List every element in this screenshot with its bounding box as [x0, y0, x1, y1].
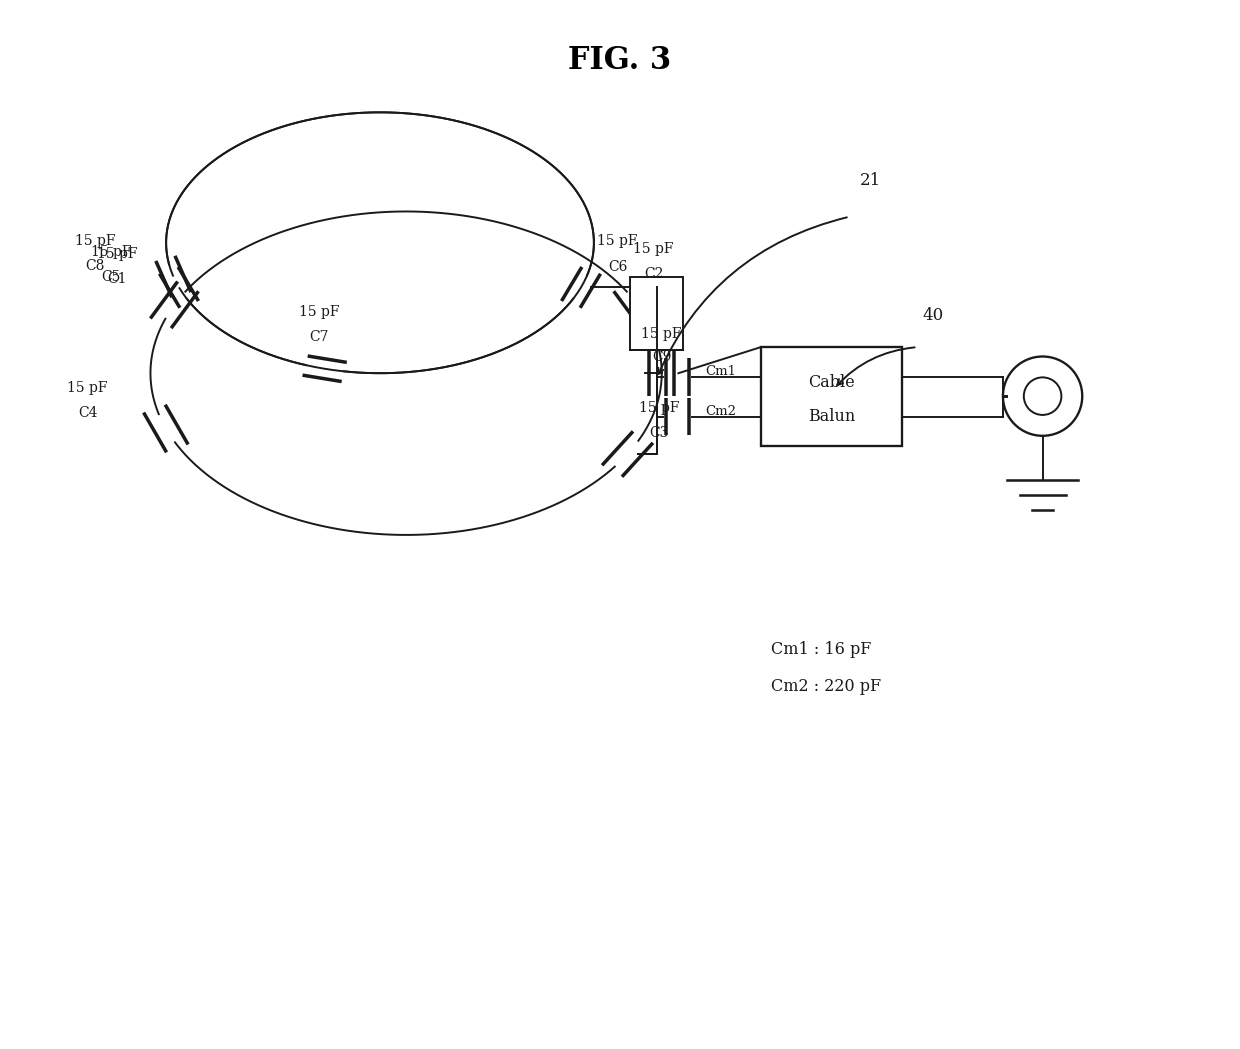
Text: 15 pF: 15 pF	[91, 244, 131, 259]
Text: C8: C8	[86, 259, 105, 273]
Text: C3: C3	[649, 426, 668, 441]
Text: Cm2 : 220 pF: Cm2 : 220 pF	[771, 678, 882, 694]
Text: Cm2: Cm2	[706, 405, 737, 418]
Text: 40: 40	[923, 307, 944, 324]
Bar	[630, 277, 682, 350]
Text: C5: C5	[102, 270, 120, 284]
Text: 15 pF: 15 pF	[639, 401, 680, 415]
Text: C6: C6	[608, 259, 627, 274]
Text: FIG. 3: FIG. 3	[568, 45, 672, 76]
Text: C9: C9	[652, 349, 671, 364]
Text: 15 pF: 15 pF	[299, 305, 340, 319]
Text: 15 pF: 15 pF	[634, 241, 673, 256]
Text: 15 pF: 15 pF	[74, 234, 115, 248]
Text: C2: C2	[644, 266, 663, 280]
Text: Balun: Balun	[807, 408, 854, 425]
Text: 15 pF: 15 pF	[598, 235, 637, 249]
Text: 15 pF: 15 pF	[641, 326, 682, 341]
Text: 15 pF: 15 pF	[97, 247, 138, 261]
Text: 21: 21	[859, 172, 882, 189]
Text: 15 pF: 15 pF	[67, 381, 108, 394]
Text: C7: C7	[310, 330, 329, 344]
Text: C4: C4	[78, 406, 98, 420]
Bar	[761, 347, 901, 446]
Text: Cm1: Cm1	[706, 365, 737, 378]
Text: Cm1 : 16 pF: Cm1 : 16 pF	[771, 641, 872, 658]
Text: Cable: Cable	[808, 374, 854, 391]
Text: C1: C1	[108, 272, 126, 285]
